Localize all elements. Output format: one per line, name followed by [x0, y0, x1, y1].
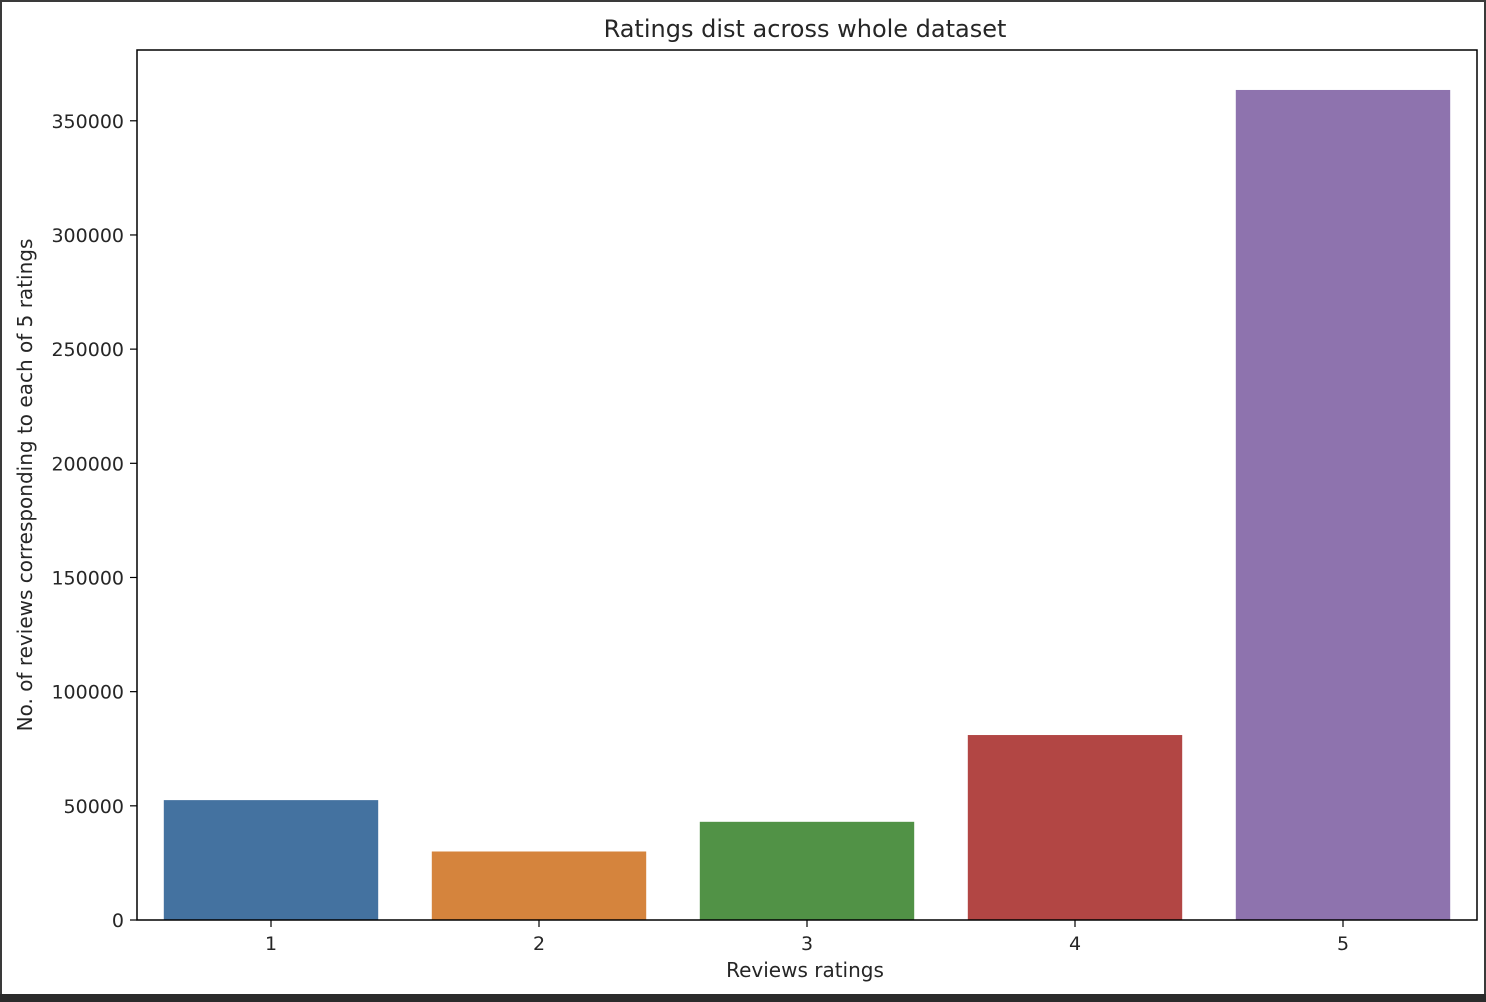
bar-rating-4 — [967, 735, 1183, 920]
x-tick-label: 2 — [533, 933, 545, 955]
y-tick-label: 50000 — [64, 796, 124, 818]
y-tick-label: 150000 — [51, 567, 124, 589]
y-tick-label: 350000 — [51, 111, 124, 133]
bar-rating-1 — [163, 800, 379, 920]
bar-rating-2 — [431, 851, 647, 920]
y-tick-label: 0 — [112, 910, 124, 932]
x-axis-label: Reviews ratings — [726, 958, 884, 982]
plot-area-border — [136, 49, 1478, 921]
y-axis-label: No. of reviews corresponding to each of … — [13, 239, 37, 732]
x-tick-label: 5 — [1337, 933, 1349, 955]
bars-layer — [163, 89, 1451, 920]
x-axis: 1 2 3 4 5 — [265, 920, 1349, 955]
x-tick-label: 3 — [801, 933, 813, 955]
window-bottom-strip — [0, 994, 1486, 1002]
y-tick-label: 300000 — [51, 225, 124, 247]
y-tick-label: 100000 — [51, 682, 124, 704]
bar-rating-3 — [699, 821, 915, 920]
y-tick-label: 200000 — [51, 453, 124, 475]
y-axis: 0 50000 100000 150000 200000 250000 300000 3500… — [51, 111, 137, 932]
y-tick-label: 250000 — [51, 339, 124, 361]
chart-title: Ratings dist across whole dataset — [604, 15, 1007, 43]
x-tick-label: 4 — [1069, 933, 1081, 955]
bar-rating-5 — [1235, 89, 1451, 920]
x-tick-label: 1 — [265, 933, 277, 955]
